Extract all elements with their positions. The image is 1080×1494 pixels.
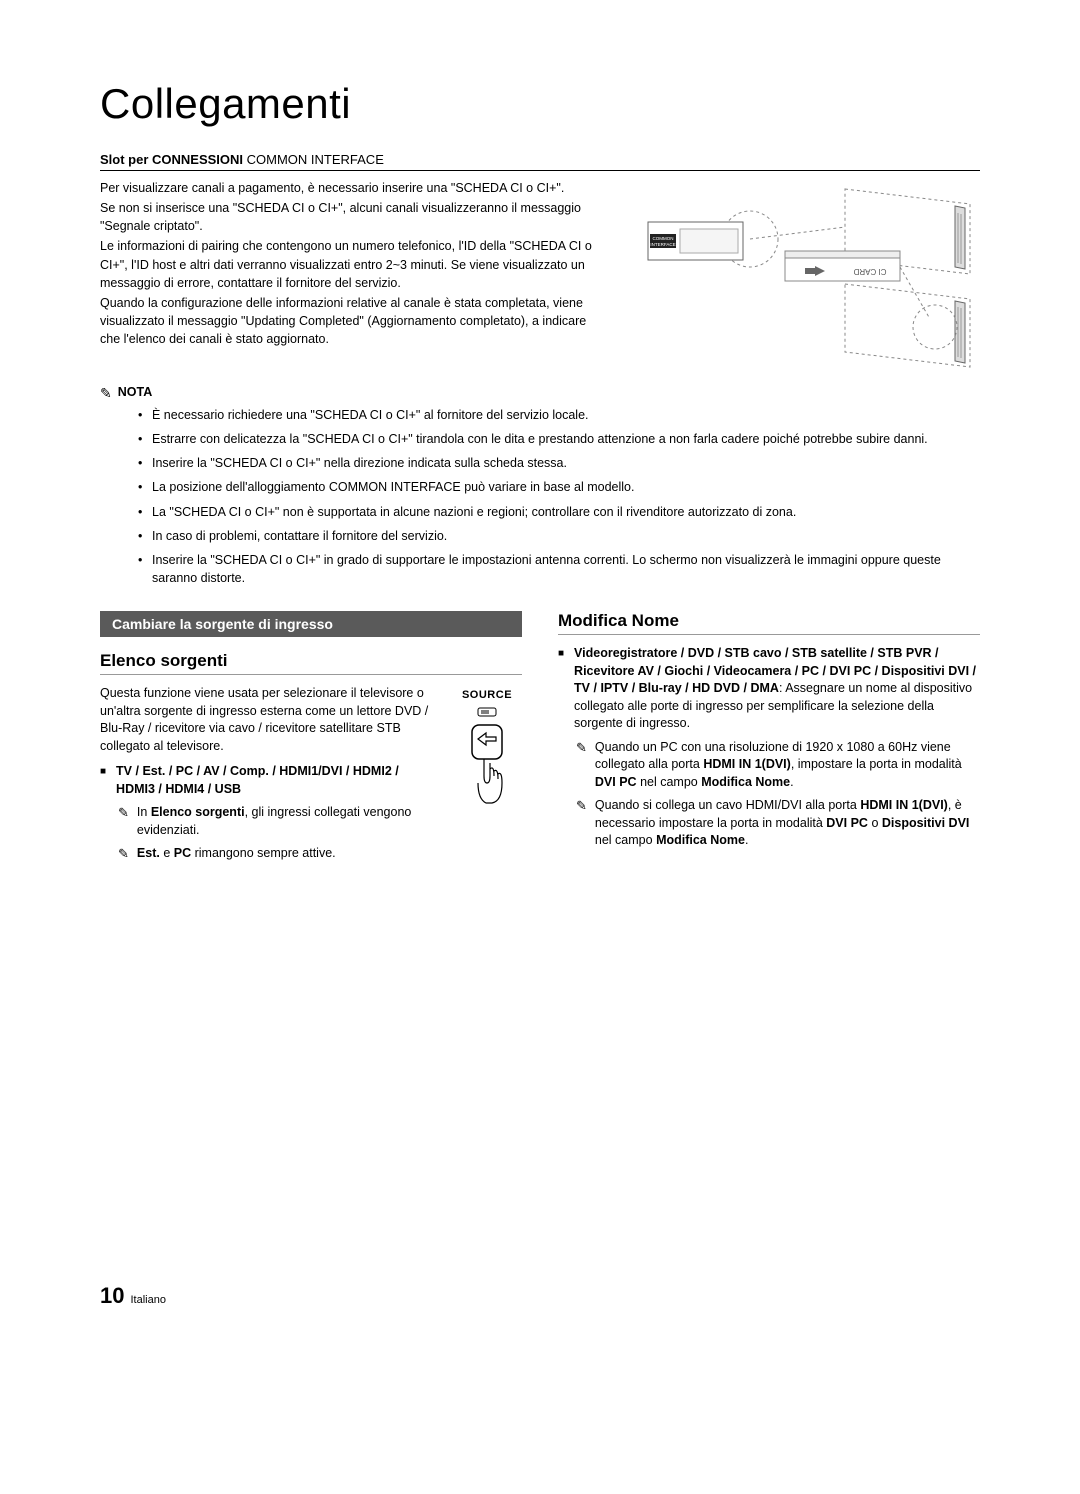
elenco-note2-bold1: Est. bbox=[137, 846, 160, 860]
elenco-note2-post: rimangono sempre attive. bbox=[191, 846, 336, 860]
square-bullet-icon: ■ bbox=[558, 647, 564, 733]
modifica-note2-bold4: Modifica Nome bbox=[656, 833, 745, 847]
elenco-note-1: ✎ In Elenco sorgenti, gli ingressi colle… bbox=[118, 804, 440, 839]
nota-item-4: La "SCHEDA CI o CI+" non è supportata in… bbox=[138, 503, 980, 521]
elenco-square-bold: TV / Est. / PC / AV / Comp. / HDMI1/DVI … bbox=[116, 764, 399, 796]
modifica-note2-bold3: Dispositivi DVI bbox=[882, 816, 970, 830]
nota-label: NOTA bbox=[118, 385, 153, 399]
intro-text: Per visualizzare canali a pagamento, è n… bbox=[100, 179, 600, 369]
page-number: 10 bbox=[100, 1283, 124, 1309]
elenco-note1-pre: In bbox=[137, 805, 151, 819]
ci-card-diagram: COMMON INTERFACE CI CARD bbox=[620, 179, 980, 369]
intro-para-1: Se non si inserisce una "SCHEDA CI o CI+… bbox=[100, 199, 600, 235]
elenco-note2-bold2: PC bbox=[174, 846, 191, 860]
note-icon: ✎ bbox=[118, 845, 129, 863]
nota-item-0: È necessario richiedere una "SCHEDA CI o… bbox=[138, 406, 980, 424]
nota-list: È necessario richiedere una "SCHEDA CI o… bbox=[138, 406, 980, 587]
modifica-note2-mid2: o bbox=[868, 816, 882, 830]
nota-item-2: Inserire la "SCHEDA CI o CI+" nella dire… bbox=[138, 454, 980, 472]
note-icon: ✎ bbox=[576, 797, 587, 850]
modifica-note1-bold1: HDMI IN 1(DVI) bbox=[703, 757, 791, 771]
modifica-square-item: ■ Videoregistratore / DVD / STB cavo / S… bbox=[558, 645, 980, 733]
elenco-desc-block: Questa funzione viene usata per selezion… bbox=[100, 685, 440, 863]
modifica-note1-bold3: Modifica Nome bbox=[701, 775, 790, 789]
nota-item-6: Inserire la "SCHEDA CI o CI+" in grado d… bbox=[138, 551, 980, 587]
modifica-note2-bold2: DVI PC bbox=[826, 816, 868, 830]
modifica-note2-post: . bbox=[745, 833, 748, 847]
modifica-note1-mid: , impostare la porta in modalità bbox=[791, 757, 962, 771]
elenco-note-2: ✎ Est. e PC rimangono sempre attive. bbox=[118, 845, 440, 863]
slot-section-header: Slot per CONNESSIONI COMMON INTERFACE bbox=[100, 152, 980, 171]
source-label: SOURCE bbox=[462, 689, 512, 701]
intro-row: Per visualizzare canali a pagamento, è n… bbox=[100, 179, 980, 369]
intro-para-0: Per visualizzare canali a pagamento, è n… bbox=[100, 179, 600, 197]
modifica-note1-bold2: DVI PC bbox=[595, 775, 637, 789]
left-column: Cambiare la sorgente di ingresso Elenco … bbox=[100, 611, 522, 863]
square-bullet-icon: ■ bbox=[100, 765, 106, 798]
page-footer: 10 Italiano bbox=[100, 1283, 980, 1309]
nota-item-1: Estrarre con delicatezza la "SCHEDA CI o… bbox=[138, 430, 980, 448]
modifica-note2-bold1: HDMI IN 1(DVI) bbox=[860, 798, 948, 812]
note-icon: ✎ bbox=[100, 385, 112, 402]
modifica-note1-mid2: nel campo bbox=[637, 775, 702, 789]
source-remote-illustration: SOURCE bbox=[452, 685, 522, 863]
modifica-note2-pre: Quando si collega un cavo HDMI/DVI alla … bbox=[595, 798, 860, 812]
nota-item-5: In caso di problemi, contattare il forni… bbox=[138, 527, 980, 545]
elenco-row: Questa funzione viene usata per selezion… bbox=[100, 685, 522, 863]
nota-item-3: La posizione dell'alloggiamento COMMON I… bbox=[138, 478, 980, 496]
elenco-note2-mid: e bbox=[160, 846, 174, 860]
elenco-square-item: ■ TV / Est. / PC / AV / Comp. / HDMI1/DV… bbox=[100, 763, 440, 798]
elenco-note1-bold: Elenco sorgenti bbox=[151, 805, 245, 819]
modifica-note-1: ✎ Quando un PC con una risoluzione di 19… bbox=[576, 739, 980, 792]
note-icon: ✎ bbox=[118, 804, 129, 839]
modifica-note2-mid3: nel campo bbox=[595, 833, 656, 847]
diagram-slot-label-2: INTERFACE bbox=[650, 242, 675, 247]
modifica-note-2: ✎ Quando si collega un cavo HDMI/DVI all… bbox=[576, 797, 980, 850]
diagram-slot-label-1: COMMON bbox=[653, 236, 674, 241]
modifica-heading: Modifica Nome bbox=[558, 611, 980, 635]
right-column: Modifica Nome ■ Videoregistratore / DVD … bbox=[558, 611, 980, 863]
note-icon: ✎ bbox=[576, 739, 587, 792]
diagram-card-label: CI CARD bbox=[853, 267, 886, 276]
elenco-desc: Questa funzione viene usata per selezion… bbox=[100, 685, 440, 755]
slot-header-bold: Slot per CONNESSIONI bbox=[100, 152, 243, 167]
page-title: Collegamenti bbox=[100, 80, 980, 128]
page-language: Italiano bbox=[130, 1294, 165, 1306]
intro-para-3: Quando la configurazione delle informazi… bbox=[100, 294, 600, 348]
remote-hand-icon bbox=[464, 721, 510, 811]
nota-header: ✎ NOTA bbox=[100, 383, 980, 400]
intro-para-2: Le informazioni di pairing che contengon… bbox=[100, 237, 600, 291]
modifica-note1-post: . bbox=[790, 775, 793, 789]
cambiare-bar: Cambiare la sorgente di ingresso bbox=[100, 611, 522, 637]
elenco-heading: Elenco sorgenti bbox=[100, 651, 522, 675]
two-column-layout: Cambiare la sorgente di ingresso Elenco … bbox=[100, 611, 980, 863]
slot-header-normal: COMMON INTERFACE bbox=[243, 152, 384, 167]
